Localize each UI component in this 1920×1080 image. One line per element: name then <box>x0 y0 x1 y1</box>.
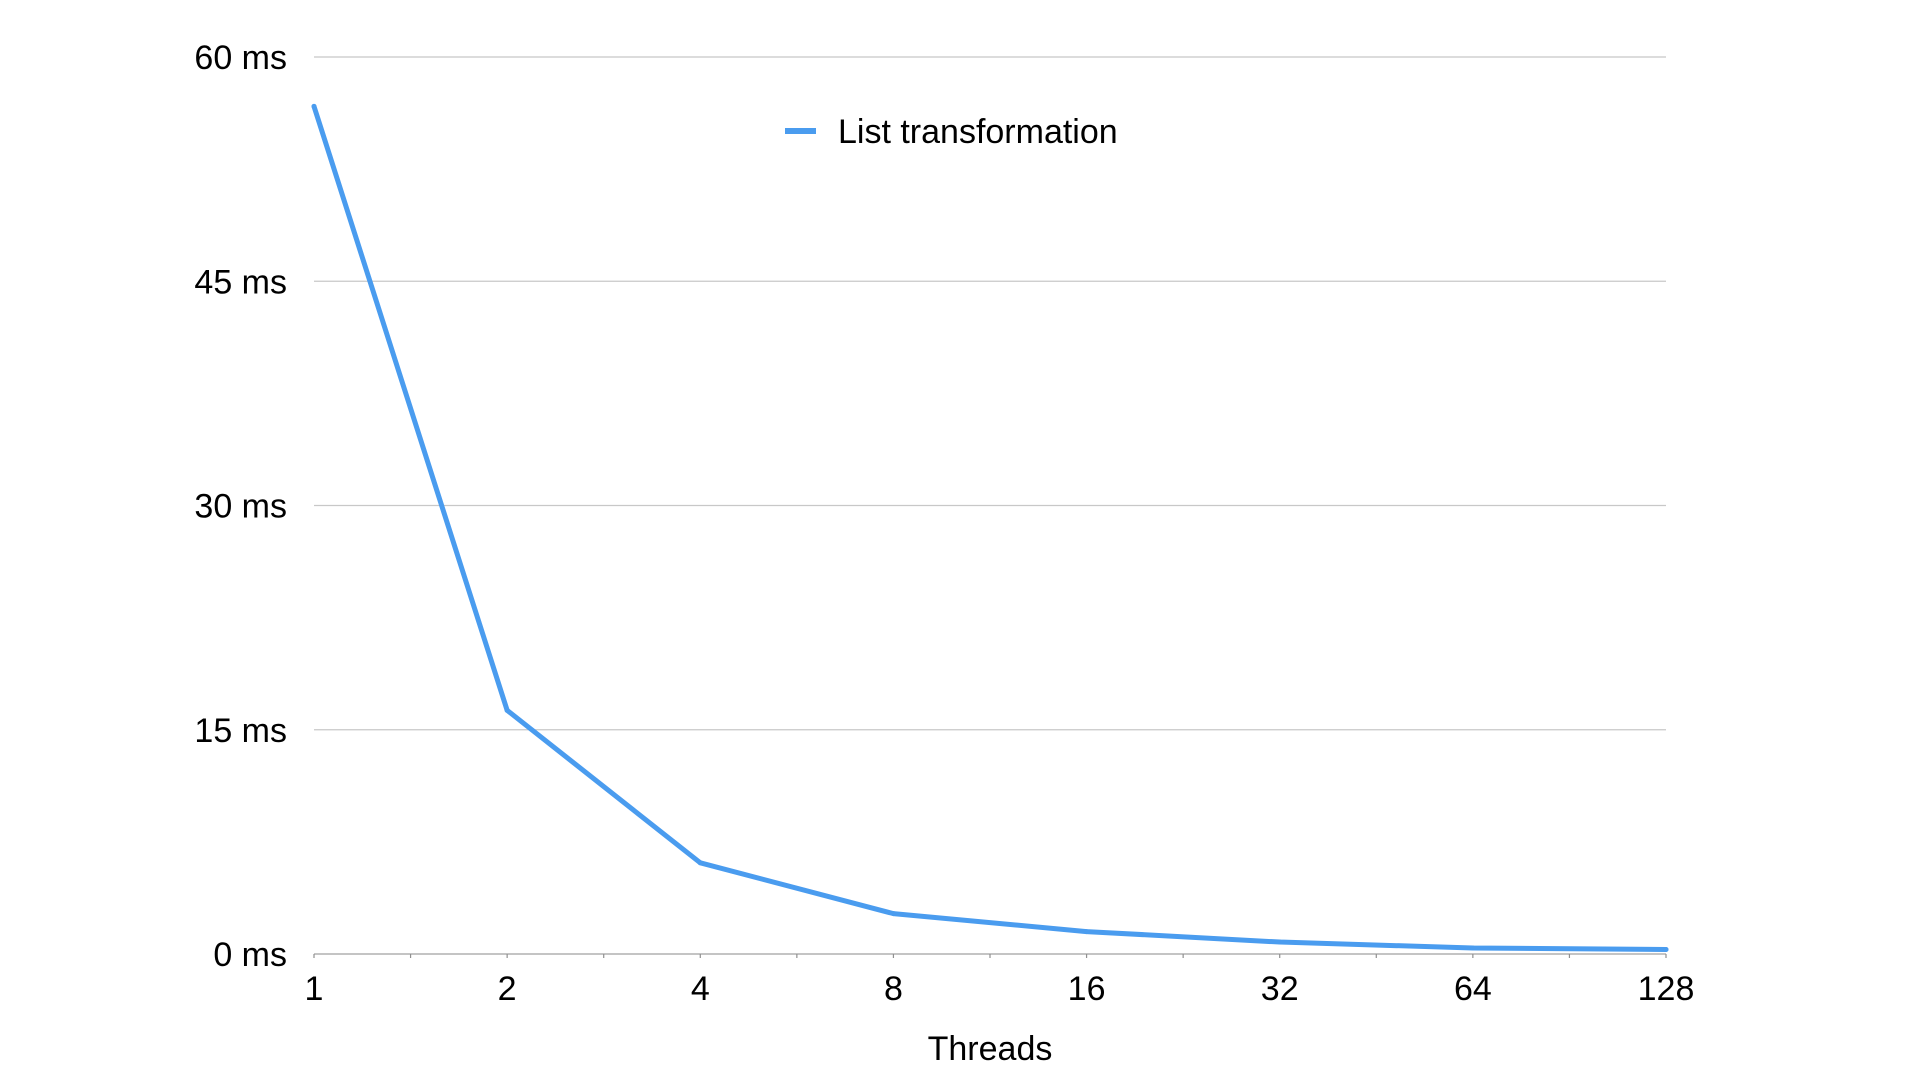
x-tick-label-8: 8 <box>884 970 903 1008</box>
x-tick-label-16: 16 <box>1068 970 1106 1008</box>
x-axis-tick-labels: 1 2 4 8 16 32 64 128 <box>305 970 1695 1008</box>
y-tick-label-45: 45 ms <box>194 263 287 301</box>
data-point-16 <box>1084 929 1090 935</box>
x-tick-label-2: 2 <box>498 970 517 1008</box>
y-tick-label-15: 15 ms <box>194 712 287 750</box>
data-point-32 <box>1277 939 1283 945</box>
x-tick-label-64: 64 <box>1454 970 1492 1008</box>
series-lines <box>311 103 1669 953</box>
gridlines <box>314 56 1666 731</box>
data-point-64 <box>1470 945 1476 951</box>
legend-label-list-transformation: List transformation <box>838 113 1118 151</box>
x-axis-title: Threads <box>928 1030 1053 1068</box>
x-axis-minor-ticks <box>313 954 1667 958</box>
data-point-1 <box>311 103 317 109</box>
series-line-0 <box>311 103 1669 953</box>
y-tick-label-0: 0 ms <box>213 936 287 974</box>
data-point-4 <box>697 860 703 866</box>
y-axis-tick-labels: 0 ms 15 ms 30 ms 45 ms 60 ms <box>194 39 287 974</box>
x-tick-label-32: 32 <box>1261 970 1299 1008</box>
data-point-128 <box>1663 947 1669 953</box>
y-tick-label-30: 30 ms <box>194 488 287 526</box>
x-tick-label-1: 1 <box>305 970 324 1008</box>
x-tick-label-4: 4 <box>691 970 710 1008</box>
data-point-8 <box>890 911 896 917</box>
x-tick-label-128: 128 <box>1638 970 1695 1008</box>
legend: List transformation <box>785 113 1118 151</box>
y-tick-label-60: 60 ms <box>194 39 287 77</box>
data-point-2 <box>504 707 510 713</box>
